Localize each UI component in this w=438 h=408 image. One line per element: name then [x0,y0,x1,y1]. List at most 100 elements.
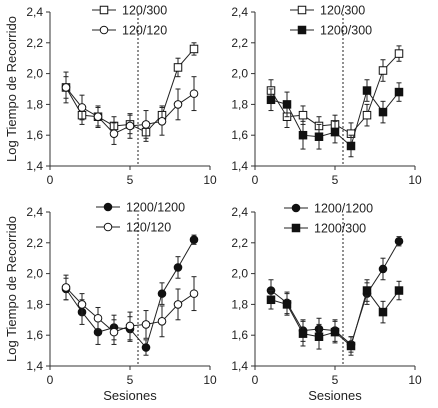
data-point [93,313,103,323]
x-axis-title: Sesiones [103,388,157,403]
data-point [394,236,404,246]
series-2 [266,79,404,158]
data-point [125,321,135,331]
data-point [378,107,388,117]
data-point [266,95,276,105]
data-point [189,89,199,98]
data-point [157,117,167,126]
x-tick-label: 5 [127,373,134,387]
data-point [77,300,87,309]
data-point [362,110,372,120]
y-tick-label: 1,8 [26,297,43,311]
y-tick-label: 2,4 [26,205,43,219]
legend-marker [291,203,301,213]
legend-label: 1200/1200 [314,202,373,216]
chart-panel-1: 1,4 1,6 1,8 2,0 2,2 2,4 0 5 10 Log Tiempo de Reco… [4,4,217,188]
data-point [330,327,340,337]
data-point [346,141,356,151]
x-tick-label: 0 [47,373,54,387]
y-tick-label: 1,6 [231,328,248,342]
x-tick-label: 10 [203,173,217,187]
series-2 [266,279,404,356]
y-tick-label: 1,8 [231,97,248,111]
data-point [93,112,103,122]
data-point [141,120,151,129]
legend-label: 120/120 [126,221,171,235]
chart-panel-3: 1,4 1,6 1,8 2,0 2,2 2,4 0 5 10 Log Tiempo de Reco… [4,201,217,404]
x-tick-label: 0 [252,173,259,187]
data-point [394,87,404,97]
x-tick-label: 10 [203,373,217,387]
data-point [314,132,324,141]
data-point [378,264,388,274]
y-tick-label: 2,0 [231,67,248,81]
x-tick-label: 5 [332,373,339,387]
y-tick-label: 1,4 [231,359,248,373]
data-point [109,327,119,337]
data-point [266,295,276,305]
data-point [298,329,308,338]
legend-label: 1200/300 [320,24,372,38]
data-point [173,100,183,109]
chart-panel-2: 1,4 1,6 1,8 2,0 2,2 2,4 0 5 10 120/300 1200/300 [231,4,422,188]
y-tick-label: 2,0 [231,267,248,281]
x-axis-title: Sesiones [308,388,362,403]
y-tick-label: 1,6 [231,128,248,142]
y-tick-label: 1,6 [26,128,43,142]
data-point [189,44,199,54]
series-2 [61,274,199,345]
data-point [330,127,340,137]
data-point [173,63,183,72]
legend-label: 120/120 [122,24,167,38]
legend-marker [99,5,109,15]
data-point [298,130,308,140]
y-tick-label: 2,2 [231,236,248,250]
y-tick-label: 2,4 [26,5,43,19]
y-tick-label: 2,2 [231,36,248,50]
data-point [378,66,388,75]
data-point [141,320,151,329]
data-point [61,83,71,92]
y-tick-label: 2,2 [26,236,43,250]
data-point [157,289,167,298]
legend: 1200/1200 1200/300 [284,202,373,236]
data-point [77,103,87,112]
data-point [189,235,199,245]
data-point [378,307,388,317]
data-point [141,343,151,352]
legend-label: 1200/300 [314,222,366,236]
data-point [173,300,183,309]
y-tick-label: 2,0 [26,67,43,81]
data-point [173,263,183,272]
y-tick-label: 1,4 [26,359,43,373]
x-tick-label: 10 [408,373,422,387]
data-point [61,283,71,292]
legend-marker [297,25,307,35]
x-tick-label: 5 [127,173,134,187]
y-axis-title: Log Tiempo de Recorrido [4,16,19,162]
x-tick-label: 5 [332,173,339,187]
data-point [346,341,356,351]
data-point [394,49,404,58]
x-tick-label: 0 [47,173,54,187]
data-point [282,100,292,109]
data-point [189,289,199,298]
legend: 1200/1200 120/120 [96,201,185,235]
y-tick-label: 2,0 [26,267,43,281]
data-point [362,286,372,295]
data-point [109,129,119,138]
series-2 [61,71,199,145]
y-tick-label: 1,4 [231,159,248,173]
legend-marker [103,202,113,212]
y-tick-label: 1,8 [231,297,248,311]
y-tick-label: 1,6 [26,328,43,342]
y-tick-label: 2,4 [231,5,248,19]
legend: 120/300 1200/300 [290,4,372,38]
y-tick-label: 2,2 [26,36,43,50]
y-axis-title: Log Tiempo de Recorrido [4,216,19,362]
data-point [282,300,292,309]
legend-label: 120/300 [320,4,365,18]
data-point [125,121,135,131]
data-point [394,286,404,295]
